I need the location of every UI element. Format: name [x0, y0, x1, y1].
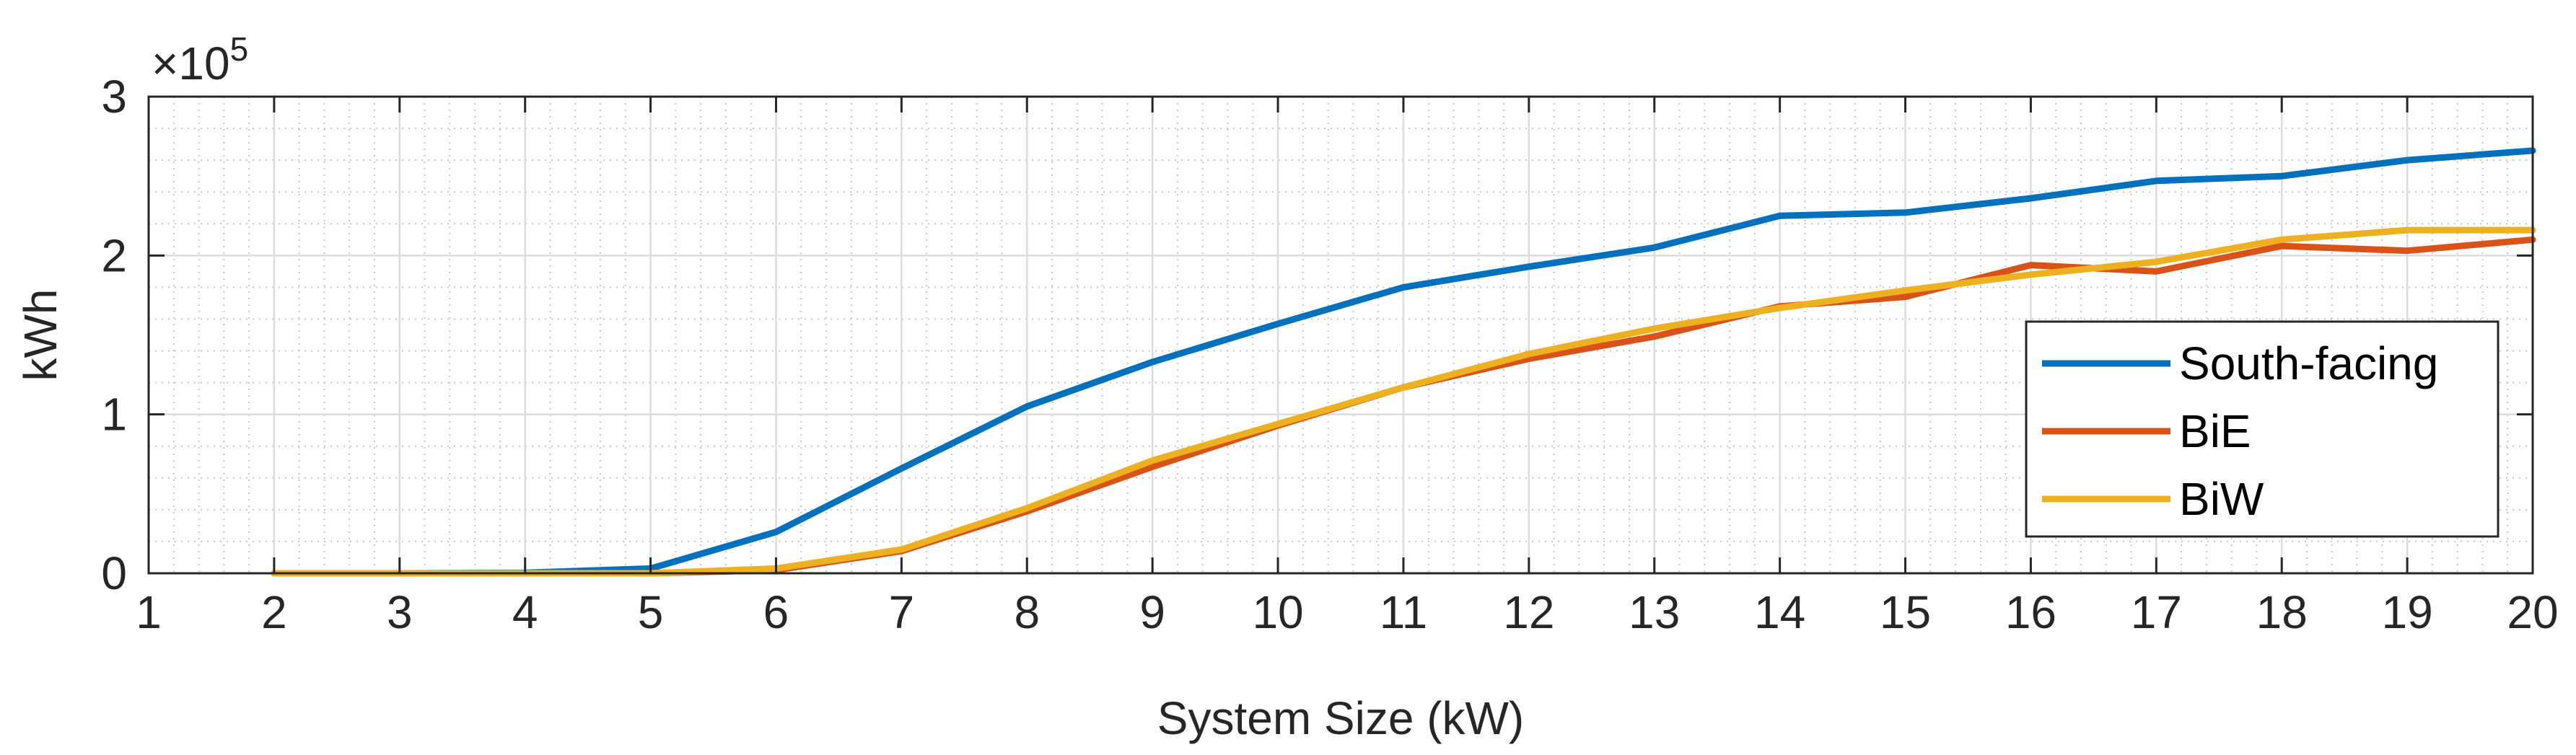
plot-frame	[147, 95, 2534, 575]
x-tick-label: 1	[136, 586, 162, 638]
y-tick-label: 1	[101, 389, 127, 441]
legend-label: BiE	[2179, 405, 2251, 457]
x-axis-ticks: 1 2 3 4 5 6 7 8 9 10 11 12 13 14 15 16 17 18 19 20	[136, 97, 2559, 638]
y-tick-label: 3	[101, 71, 127, 123]
y-tick-label: 0	[101, 547, 127, 599]
x-tick-label: 7	[889, 586, 915, 638]
x-tick-label: 10	[1252, 586, 1303, 638]
x-tick-label: 17	[2131, 586, 2182, 638]
x-tick-label: 20	[2507, 586, 2558, 638]
x-tick-label: 15	[1880, 586, 1931, 638]
x-tick-label: 14	[1754, 586, 1805, 638]
x-tick-label: 8	[1014, 586, 1040, 638]
x-tick-label: 5	[638, 586, 664, 638]
legend-label: South-facing	[2179, 337, 2438, 389]
x-tick-label: 4	[512, 586, 538, 638]
x-tick-label: 9	[1139, 586, 1165, 638]
y-axis-title: kWh	[14, 289, 66, 381]
y-tick-label: 2	[101, 229, 127, 281]
legend: South-facing BiE BiW	[2025, 320, 2500, 538]
x-tick-label: 13	[1629, 586, 1680, 638]
x-tick-label: 18	[2256, 586, 2308, 638]
legend-label: BiW	[2179, 473, 2264, 525]
x-tick-label: 11	[1380, 586, 1427, 638]
x-tick-label: 19	[2382, 586, 2433, 638]
x-tick-label: 2	[261, 586, 287, 638]
x-axis-title: System Size (kW)	[1157, 692, 1524, 744]
y-axis-ticks: 0 1 2 3	[101, 71, 2533, 599]
y-exponent-base: ×10	[152, 37, 230, 89]
y-exponent-power: 5	[230, 30, 249, 68]
x-tick-label: 6	[763, 586, 789, 638]
y-axis-exponent: ×105	[152, 30, 248, 89]
x-tick-label: 16	[2005, 586, 2056, 638]
x-tick-label: 12	[1503, 586, 1554, 638]
x-tick-label: 3	[387, 586, 413, 638]
